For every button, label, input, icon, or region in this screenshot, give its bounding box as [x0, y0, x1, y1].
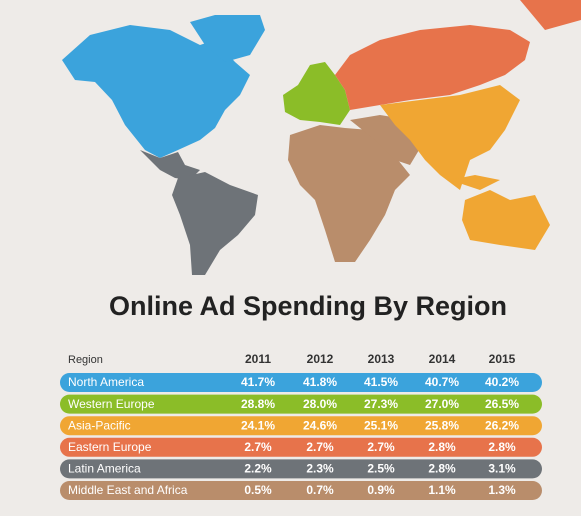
table-cell: 40.7%: [425, 375, 459, 389]
table-row: [60, 394, 542, 414]
table-cell: 1.1%: [428, 483, 456, 497]
table-cell: 0.7%: [306, 483, 334, 497]
table-cell: 2.7%: [244, 440, 272, 454]
table-cell: 28.8%: [241, 397, 275, 411]
table-cell: North America: [68, 375, 144, 389]
map-region: [283, 62, 350, 125]
table-cell: 2.3%: [306, 462, 334, 476]
title: Online Ad Spending By Region: [109, 291, 507, 321]
table-header: Region: [68, 354, 103, 366]
map-region: [190, 15, 265, 62]
table-header: 2011: [245, 352, 271, 366]
table-cell: Asia-Pacific: [68, 418, 131, 432]
table-cell: 24.6%: [303, 418, 337, 432]
table-row: [60, 373, 542, 392]
map-region: [450, 175, 500, 190]
map-region: [62, 25, 250, 158]
map-region: [462, 190, 550, 250]
world-map: [62, 0, 581, 275]
table-cell: Western Europe: [68, 397, 155, 411]
table-cell: 24.1%: [241, 418, 275, 432]
map-region: [288, 125, 410, 262]
table-cell: 0.9%: [367, 483, 395, 497]
table-header: 2014: [429, 352, 456, 366]
table-row: [60, 481, 542, 500]
table-cell: 27.0%: [425, 397, 459, 411]
table-cell: 27.3%: [364, 397, 398, 411]
map-region: [380, 85, 520, 190]
table-row: [60, 437, 542, 457]
table-cell: Middle East and Africa: [68, 483, 188, 497]
table-cell: 41.7%: [241, 375, 275, 389]
table-cell: 3.1%: [488, 462, 516, 476]
table-row: [60, 459, 542, 479]
table-cell: 25.1%: [364, 418, 398, 432]
table-header: 2012: [307, 352, 334, 366]
map-corner: [520, 0, 581, 30]
table-cell: 2.5%: [367, 462, 395, 476]
table-cell: 2.7%: [306, 440, 334, 454]
table-cell: 41.8%: [303, 375, 337, 389]
table-cell: 2.2%: [244, 462, 272, 476]
table-header: 2013: [368, 352, 395, 366]
table-cell: 2.8%: [428, 462, 456, 476]
table-cell: 0.5%: [244, 483, 272, 497]
table-cell: 28.0%: [303, 397, 337, 411]
table-cell: 2.8%: [428, 440, 456, 454]
table-cell: 41.5%: [364, 375, 398, 389]
table-cell: 25.8%: [425, 418, 459, 432]
table-cell: 2.8%: [488, 440, 516, 454]
table-row: [60, 416, 542, 436]
table-cell: 40.2%: [485, 375, 519, 389]
table-cell: 2.7%: [367, 440, 395, 454]
table-cell: Eastern Europe: [68, 440, 152, 454]
map-region: [140, 150, 200, 180]
table-cell: 26.2%: [485, 418, 519, 432]
table-cell: 26.5%: [485, 397, 519, 411]
table-header: 2015: [489, 352, 516, 366]
map-region: [335, 25, 530, 110]
table-cell: 1.3%: [488, 483, 516, 497]
map-region: [172, 172, 258, 275]
table-cell: Latin America: [68, 462, 141, 476]
